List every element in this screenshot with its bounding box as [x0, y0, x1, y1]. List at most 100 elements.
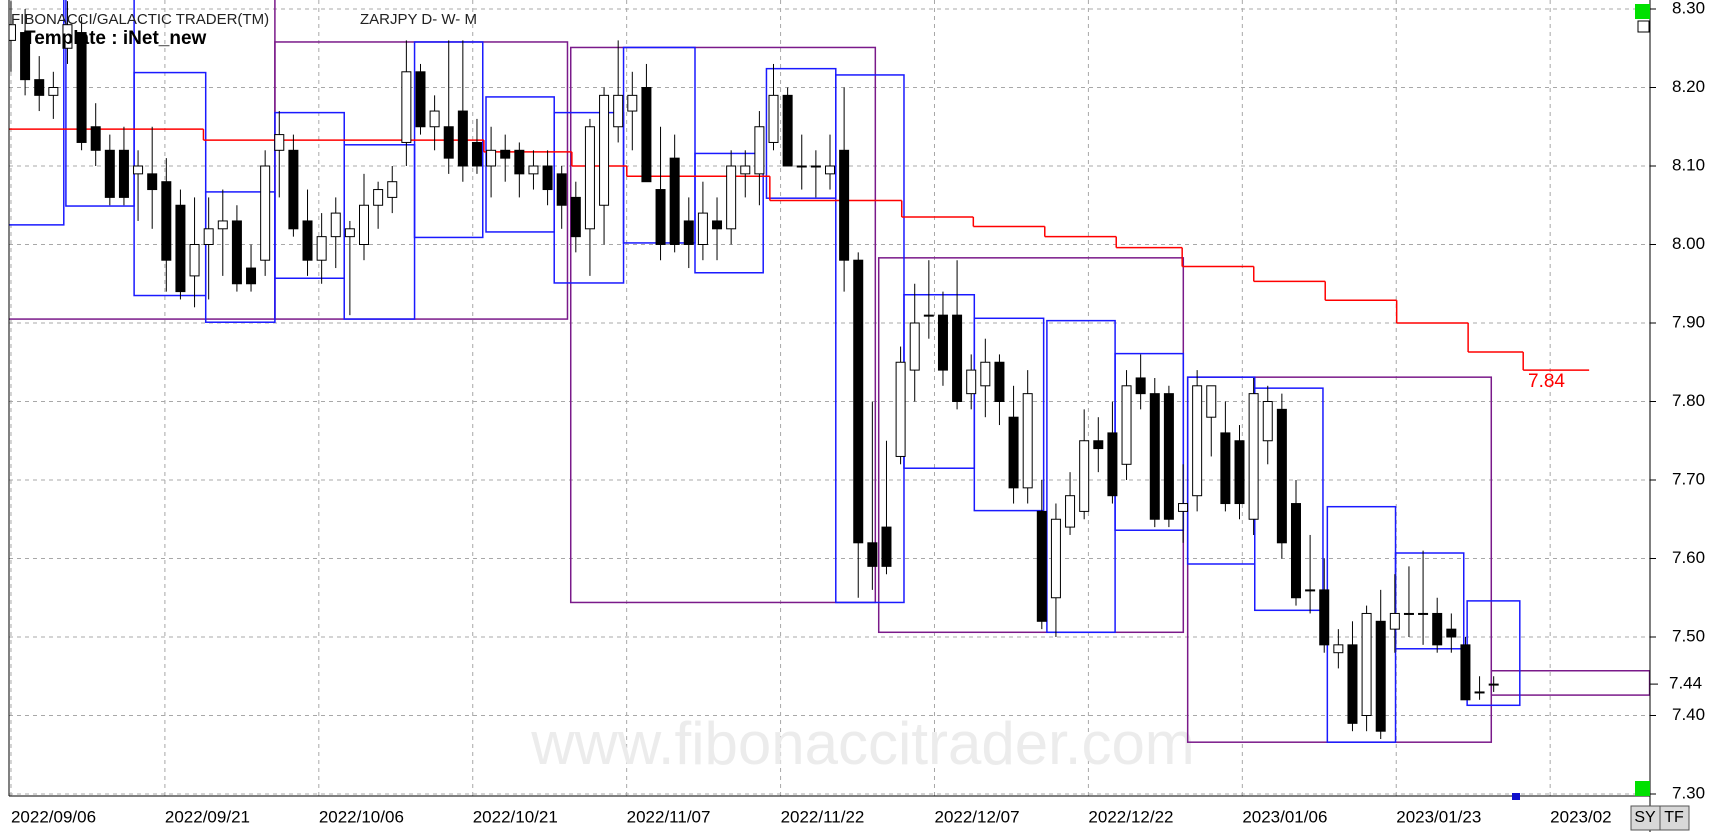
range-box	[133, 71, 207, 297]
candle-body	[1192, 385, 1203, 497]
red-line-label: 7.84	[1528, 371, 1565, 392]
candle-body	[203, 228, 214, 246]
candle-body	[1050, 518, 1061, 599]
y-tick-label: 7.90	[1672, 312, 1705, 331]
candle-body	[161, 181, 172, 261]
candle-body	[359, 204, 370, 245]
candle-body	[1460, 644, 1471, 701]
candle-body	[118, 149, 129, 198]
candle-body	[500, 149, 511, 159]
candle-body	[1446, 628, 1457, 638]
candle-body	[1178, 503, 1189, 512]
candle-body	[824, 165, 835, 175]
candle-body	[1079, 440, 1090, 512]
candle-body	[260, 165, 271, 261]
x-tick-label: 2023/02	[1550, 807, 1611, 826]
toolbar-button[interactable]	[1659, 805, 1690, 831]
candle-body	[189, 244, 200, 277]
candle-body	[373, 189, 384, 206]
y-tick-label: 8.20	[1672, 77, 1705, 96]
candle-body	[133, 165, 144, 175]
candle-body	[1488, 683, 1499, 686]
range-box	[973, 317, 1045, 512]
y-tick-label: 8.00	[1672, 234, 1705, 253]
candle-body	[316, 236, 327, 261]
candle-body	[1418, 612, 1429, 615]
candle-body	[457, 110, 468, 167]
range-box	[569, 46, 877, 604]
candle-body	[542, 165, 553, 191]
candle-body	[274, 134, 285, 151]
toolbar-button[interactable]	[1630, 805, 1661, 831]
candle-body	[1276, 408, 1287, 544]
candle-body	[1121, 385, 1132, 465]
candle-body	[712, 220, 723, 230]
candle-body	[415, 71, 426, 128]
candle-body	[867, 542, 878, 567]
watermark: www.fibonaccitrader.com	[530, 710, 1195, 777]
candle-body	[1036, 510, 1047, 622]
candle-body	[966, 369, 977, 395]
axes: 7.30 7.40 7.50 7.60 7.70 7.80 7.90 8.00 8.10 8.20…	[11, 0, 1705, 826]
y-tick-label: 7.40	[1672, 705, 1705, 724]
template-label: Template : iNet_new	[24, 28, 207, 49]
window-icon[interactable]	[1637, 20, 1650, 33]
candle-body	[1333, 644, 1344, 654]
candle-body	[909, 322, 920, 371]
candle-body	[429, 110, 440, 128]
chart-title: FIBONACCI/GALACTIC TRADER(TM)	[11, 11, 269, 28]
candle-body	[330, 212, 341, 238]
candle-body	[923, 314, 934, 317]
candle-body	[48, 87, 59, 96]
candle-body	[853, 259, 864, 544]
candle-body	[387, 181, 398, 198]
range-box	[694, 152, 764, 274]
x-tick-label: 2022/12/07	[934, 807, 1019, 826]
candle-body	[1248, 393, 1259, 520]
candle-body	[1361, 612, 1372, 717]
candle-body	[1206, 385, 1217, 418]
candle-body	[175, 204, 186, 293]
candle-body	[1149, 393, 1160, 520]
x-tick-label: 2022/12/22	[1088, 807, 1173, 826]
x-tick-label: 2022/11/07	[627, 807, 711, 826]
candle-body	[344, 228, 355, 238]
candle-body	[1432, 612, 1443, 646]
candle-body	[641, 87, 652, 183]
candle-body	[1290, 503, 1301, 599]
candle-body	[471, 141, 482, 167]
candle-body	[839, 149, 850, 261]
y-tick-label: 7.70	[1672, 469, 1705, 488]
candle-body	[34, 79, 45, 96]
candle-body	[726, 165, 737, 230]
button-label: SY	[1634, 809, 1656, 826]
candle-body	[76, 32, 87, 143]
y-tick-label: 8.30	[1672, 0, 1705, 17]
candle-body	[655, 189, 666, 246]
candle-body	[937, 314, 948, 371]
y-tick-label: 7.50	[1672, 626, 1705, 645]
candle-body	[584, 126, 595, 230]
candle-body	[514, 149, 525, 175]
candle-body	[62, 24, 73, 49]
y-tick-label: 7.30	[1672, 783, 1705, 802]
x-tick-label: 2022/10/21	[473, 807, 558, 826]
candle-body	[1107, 432, 1118, 497]
x-tick-label: 2022/09/21	[165, 807, 250, 826]
candle-body	[486, 149, 497, 167]
candle-body	[1474, 691, 1485, 694]
candle-body	[9, 24, 16, 41]
symbol-label: ZARJPY D- W- M	[360, 11, 477, 28]
candle-body	[302, 220, 313, 261]
x-tick-label: 2022/09/06	[11, 807, 96, 826]
plot-area	[9, 0, 1650, 743]
status-indicator	[1635, 4, 1650, 19]
scroll-marker	[1512, 793, 1520, 800]
candle-body	[994, 361, 1005, 402]
y-tick-label: 8.10	[1672, 155, 1705, 174]
x-tick-label: 2023/01/06	[1242, 807, 1327, 826]
candle-body	[895, 361, 906, 457]
x-tick-label: 2023/01/23	[1396, 807, 1481, 826]
candle-body	[443, 126, 454, 159]
